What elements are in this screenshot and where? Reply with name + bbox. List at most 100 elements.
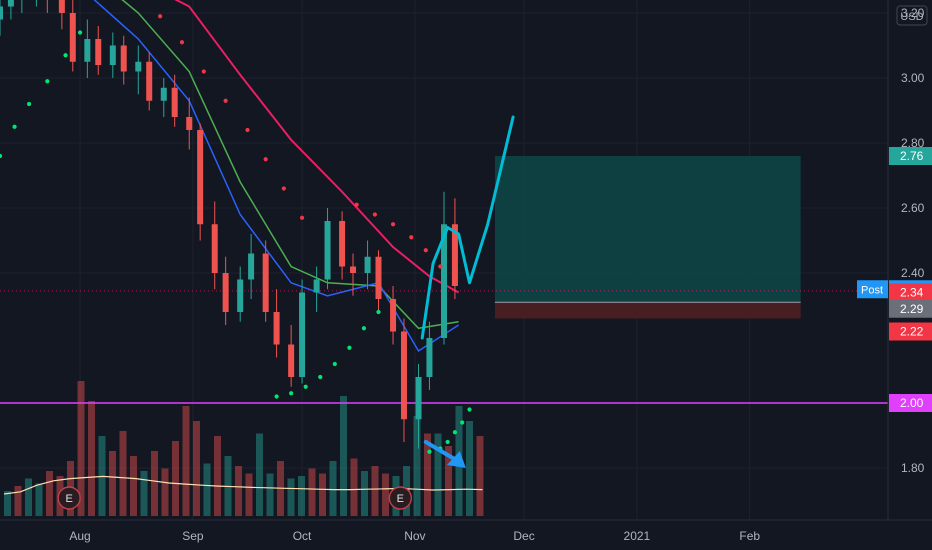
candle-body bbox=[364, 256, 371, 273]
currency-label: USD bbox=[900, 11, 923, 23]
sar-dot bbox=[12, 124, 17, 129]
x-tick-label: Oct bbox=[293, 529, 312, 543]
sar-dot bbox=[467, 407, 472, 412]
x-tick-label: Dec bbox=[513, 529, 534, 543]
candle-body bbox=[400, 331, 407, 420]
candle-body bbox=[237, 279, 244, 312]
volume-bar bbox=[77, 381, 85, 516]
volume-bar bbox=[424, 433, 431, 516]
candle-body bbox=[299, 292, 306, 377]
candle-body bbox=[186, 117, 193, 130]
sar-dot bbox=[27, 101, 32, 107]
volume-bar bbox=[266, 473, 274, 516]
price-label-box bbox=[889, 299, 932, 318]
candle-body bbox=[441, 224, 447, 338]
ema-fast-line bbox=[93, 0, 460, 353]
candle-body bbox=[426, 338, 433, 377]
volume-bar bbox=[287, 478, 295, 516]
volume-bar bbox=[35, 483, 43, 516]
sar-dot bbox=[318, 374, 323, 380]
x-tick-label: Nov bbox=[404, 529, 425, 543]
volume-bar bbox=[329, 461, 337, 516]
candle-body bbox=[415, 377, 422, 420]
volume-bar bbox=[140, 471, 148, 516]
volume-bar bbox=[88, 401, 95, 516]
projection-path bbox=[420, 115, 515, 340]
x-tick-label: 2021 bbox=[624, 529, 651, 543]
sar-dot bbox=[452, 430, 458, 435]
volume-bar bbox=[151, 451, 158, 516]
price-label-box bbox=[889, 147, 932, 165]
sar-dot bbox=[0, 153, 3, 159]
candle-body bbox=[197, 130, 204, 225]
candles bbox=[0, 0, 458, 449]
sar-dot bbox=[376, 309, 381, 315]
volume-bar bbox=[119, 431, 127, 516]
candle-body bbox=[211, 224, 218, 273]
volume-bar bbox=[476, 436, 484, 516]
candle-body bbox=[160, 87, 167, 101]
sar-dot bbox=[245, 127, 250, 133]
earnings-marker-icon bbox=[57, 486, 81, 510]
price-label-box bbox=[889, 394, 932, 412]
candle-body bbox=[350, 266, 357, 273]
volume-bar bbox=[256, 433, 263, 516]
candle-body bbox=[58, 0, 65, 13]
volume-bar bbox=[161, 468, 169, 516]
price-labels: 2.762.35Post2.342.292.222.00 bbox=[857, 147, 932, 412]
sar-dot bbox=[354, 202, 359, 207]
volume-bar bbox=[245, 473, 253, 516]
volume-bar bbox=[434, 433, 442, 516]
sar-dot bbox=[201, 69, 206, 74]
volume-bar bbox=[382, 473, 389, 516]
sar-dot bbox=[438, 264, 443, 269]
volume-bar bbox=[14, 486, 22, 516]
sar-dot bbox=[372, 212, 377, 217]
volume-bar bbox=[413, 416, 421, 516]
arrow-shaft bbox=[423, 440, 460, 463]
candle-body bbox=[262, 253, 269, 312]
sar-dot bbox=[179, 40, 185, 45]
candle-body bbox=[339, 221, 346, 267]
candle-body bbox=[375, 256, 382, 299]
candle-body bbox=[0, 6, 3, 20]
sar-dot bbox=[303, 384, 308, 389]
price-label-box bbox=[889, 322, 932, 341]
arrow-head bbox=[446, 451, 466, 468]
currency-badge-box bbox=[896, 5, 928, 26]
volume-bar bbox=[109, 451, 116, 516]
candle-body bbox=[313, 279, 320, 293]
candle-body bbox=[69, 13, 76, 62]
candle-body bbox=[171, 87, 178, 117]
currency-badge: USD bbox=[896, 5, 928, 26]
earnings-marker-label: E bbox=[65, 493, 72, 505]
price-label-value: 2.00 bbox=[900, 396, 924, 410]
candle-body bbox=[84, 39, 91, 62]
x-tick-label: Aug bbox=[69, 529, 90, 543]
candle-body bbox=[273, 312, 280, 345]
volume-bar bbox=[172, 441, 179, 516]
y-tick-label: 2.80 bbox=[901, 136, 925, 150]
earnings-marker-label: E bbox=[397, 493, 404, 505]
volume-bar bbox=[182, 406, 190, 516]
candle-body bbox=[7, 0, 14, 7]
price-label-value: 2.22 bbox=[900, 325, 924, 339]
volume-bar bbox=[203, 463, 211, 516]
price-label-value: 2.76 bbox=[900, 149, 924, 163]
candle-body bbox=[120, 45, 127, 72]
volume-bar bbox=[445, 446, 452, 516]
volume-bar bbox=[319, 473, 326, 516]
volume-bar bbox=[350, 458, 358, 516]
volume-bar bbox=[361, 471, 368, 516]
sar-dot bbox=[332, 361, 337, 367]
candle-body bbox=[288, 344, 295, 377]
y-tick-label: 1.80 bbox=[901, 461, 925, 475]
sar-dot bbox=[347, 345, 352, 350]
volume-bar bbox=[130, 456, 137, 516]
price-label-tag: Post bbox=[861, 284, 883, 296]
volume-bar bbox=[193, 421, 200, 516]
y-tick-label: 3.20 bbox=[901, 6, 925, 20]
sar-dot bbox=[63, 53, 68, 58]
